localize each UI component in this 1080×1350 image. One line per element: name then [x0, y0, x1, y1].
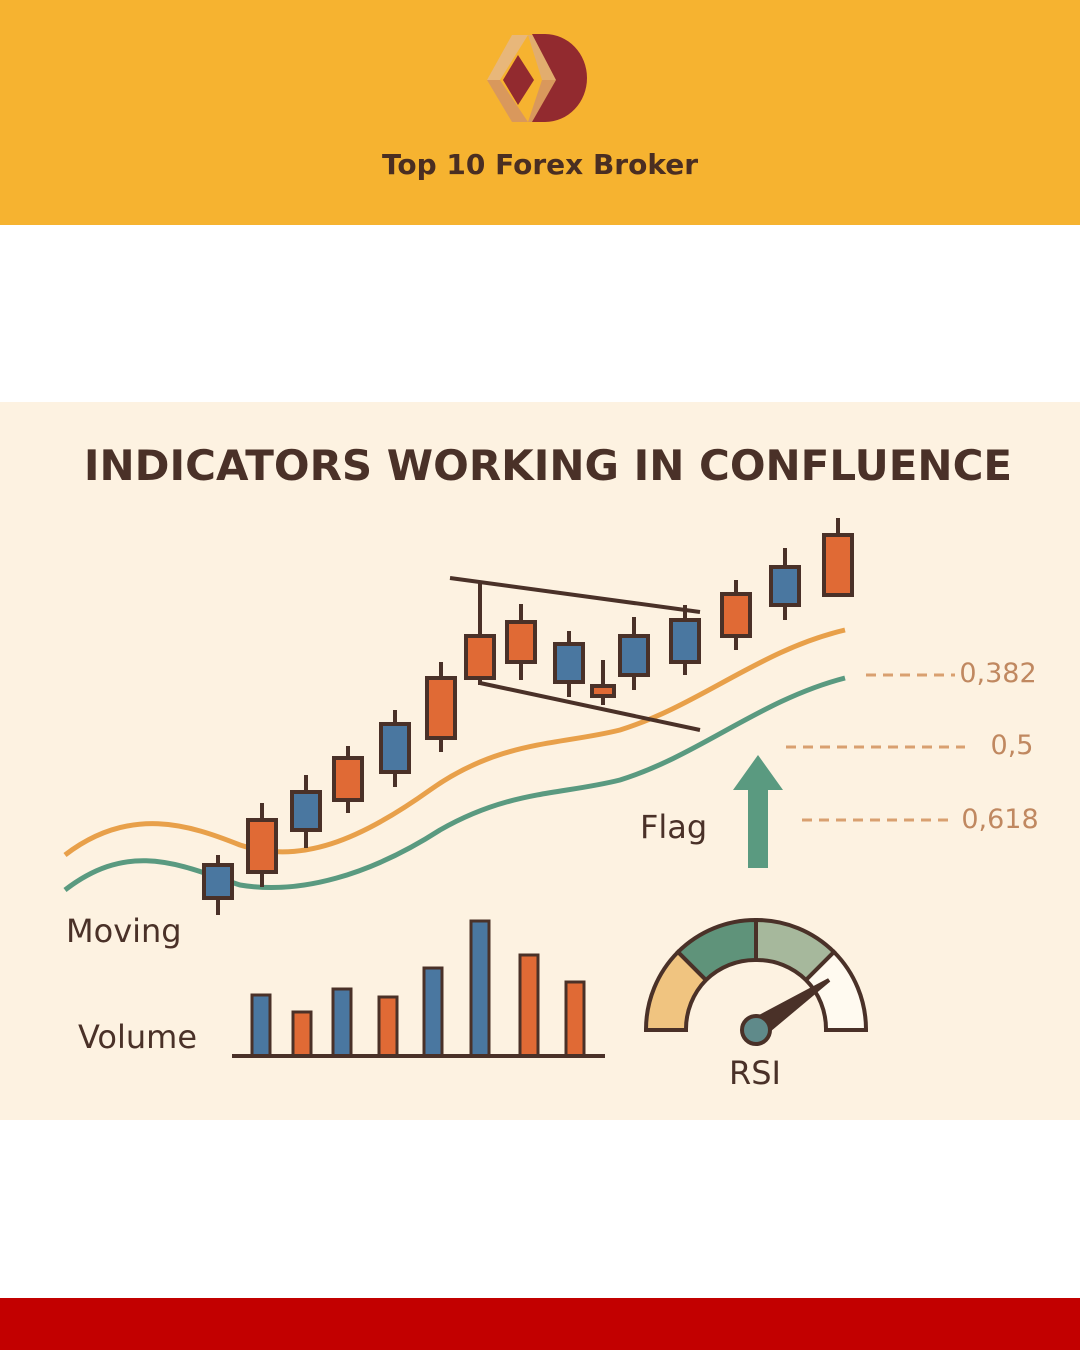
candle: [769, 548, 801, 620]
volume-bar: [518, 953, 540, 1058]
header: Top 10 Forex Broker: [0, 0, 1080, 225]
brand-logo: [487, 34, 587, 122]
candle: [332, 746, 364, 813]
fib-0618: 0,618: [961, 804, 1038, 835]
volume-bar: [291, 1010, 313, 1058]
infographic-panel: [0, 402, 1080, 1120]
rsi-gauge: [643, 917, 869, 1046]
volume-bar: [377, 995, 399, 1058]
fib-levels: [786, 673, 965, 822]
flag-upper-line: [449, 576, 701, 614]
footer-bar: [0, 1298, 1080, 1350]
moving-average-fast: [63, 627, 846, 857]
candle: [822, 518, 854, 597]
brand-name: Top 10 Forex Broker: [381, 148, 698, 181]
candle: [720, 580, 752, 650]
infographic-title: INDICATORS WORKING IN CONFLUENCE: [84, 441, 1012, 490]
volume-bar: [564, 980, 586, 1058]
arrow-up-icon: [733, 755, 783, 868]
candle: [669, 605, 701, 675]
flag-lower-line: [479, 681, 701, 732]
volume-bar: [469, 919, 491, 1058]
volume-bar: [422, 966, 444, 1058]
candle: [246, 803, 278, 887]
candle: [290, 775, 322, 848]
candle: [505, 604, 537, 680]
volume-label: Volume: [78, 1018, 197, 1056]
rsi-label: RSI: [729, 1054, 781, 1092]
fib-0382: 0,382: [959, 658, 1036, 689]
candle: [202, 855, 234, 915]
volume-bar: [331, 987, 353, 1058]
candle: [464, 582, 496, 685]
moving-average-slow: [63, 675, 846, 892]
candle: [590, 660, 616, 705]
moving-label: Moving: [66, 912, 182, 950]
candle: [553, 631, 585, 697]
candle: [379, 710, 411, 787]
candle: [618, 617, 650, 690]
candle: [425, 662, 457, 752]
fib-05: 0,5: [991, 730, 1034, 761]
volume-bar: [250, 993, 272, 1058]
flag-label: Flag: [640, 808, 707, 846]
